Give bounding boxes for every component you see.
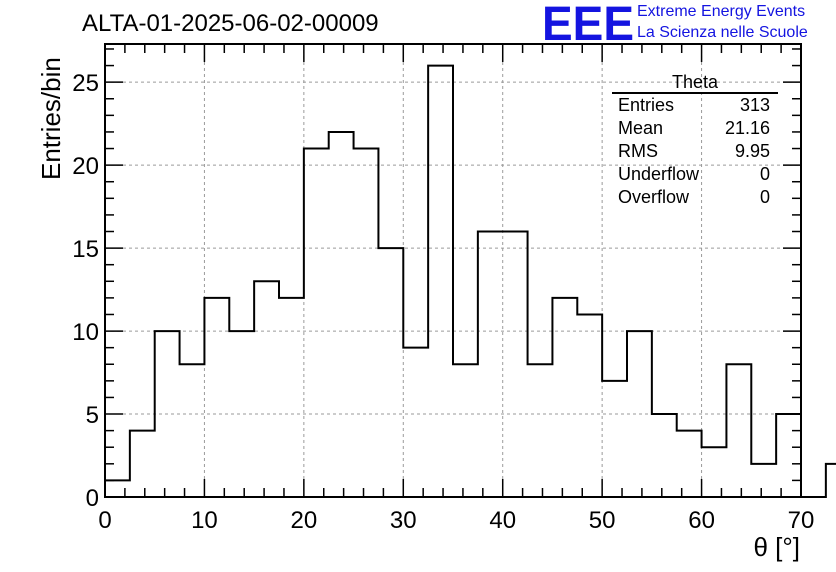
x-axis-label: θ [°] bbox=[753, 532, 800, 562]
stats-row: Underflow 0 bbox=[610, 163, 778, 186]
y-tick-label: 20 bbox=[72, 153, 99, 180]
y-tick-label: 10 bbox=[72, 319, 99, 346]
stats-row-value: 21.16 bbox=[724, 118, 770, 138]
histogram-line bbox=[104, 64, 836, 498]
y-tick-label: 5 bbox=[86, 402, 99, 429]
stats-row-value: 0 bbox=[759, 187, 770, 207]
x-tick-label: 40 bbox=[489, 507, 516, 534]
stats-row-value: 0 bbox=[759, 164, 770, 184]
y-tick-label: 0 bbox=[86, 485, 99, 512]
x-tick-label: 20 bbox=[291, 507, 318, 534]
stats-box: Theta Entries 313 Mean 21.16 RMS 9.95 Underflo… bbox=[610, 72, 778, 209]
logo-caption-line1: Extreme Energy Events bbox=[637, 3, 806, 20]
stats-row: RMS 9.95 bbox=[610, 140, 778, 163]
stats-row-value: 9.95 bbox=[734, 141, 770, 161]
x-tick-label: 0 bbox=[98, 507, 111, 534]
eee-logo-mark: EEE bbox=[542, 0, 634, 44]
stats-row-label: Entries bbox=[618, 95, 675, 115]
stats-row-label: RMS bbox=[618, 141, 658, 161]
eee-logo-icon: EEE bbox=[542, 0, 634, 44]
y-axis-label: Entries/bin bbox=[36, 57, 66, 180]
stats-row-value: 313 bbox=[739, 95, 770, 115]
x-tick-label: 30 bbox=[390, 507, 417, 534]
stats-row-label: Mean bbox=[618, 118, 664, 138]
x-tick-label: 10 bbox=[191, 507, 218, 534]
y-tick-label: 15 bbox=[72, 236, 99, 263]
stats-row: Entries 313 bbox=[610, 94, 778, 117]
y-tick-label: 25 bbox=[72, 70, 99, 97]
x-tick-label: 70 bbox=[788, 507, 815, 534]
logo-caption-line2: La Scienza nelle Scuole bbox=[637, 24, 808, 41]
tick-labels-layer: 0 10 20 30 40 50 60 70 0 5 10 15 20 25 bbox=[72, 70, 814, 534]
stats-row-label: Underflow bbox=[618, 164, 700, 184]
stats-row: Mean 21.16 bbox=[610, 117, 778, 140]
x-tick-label: 60 bbox=[688, 507, 715, 534]
stats-title: Theta bbox=[612, 72, 778, 94]
stats-row-label: Overflow bbox=[618, 187, 690, 207]
chart-title: ALTA-01-2025-06-02-00009 bbox=[82, 10, 379, 37]
plot-frame bbox=[104, 43, 802, 498]
stats-row: Overflow 0 bbox=[610, 186, 778, 209]
x-tick-label: 50 bbox=[589, 507, 616, 534]
